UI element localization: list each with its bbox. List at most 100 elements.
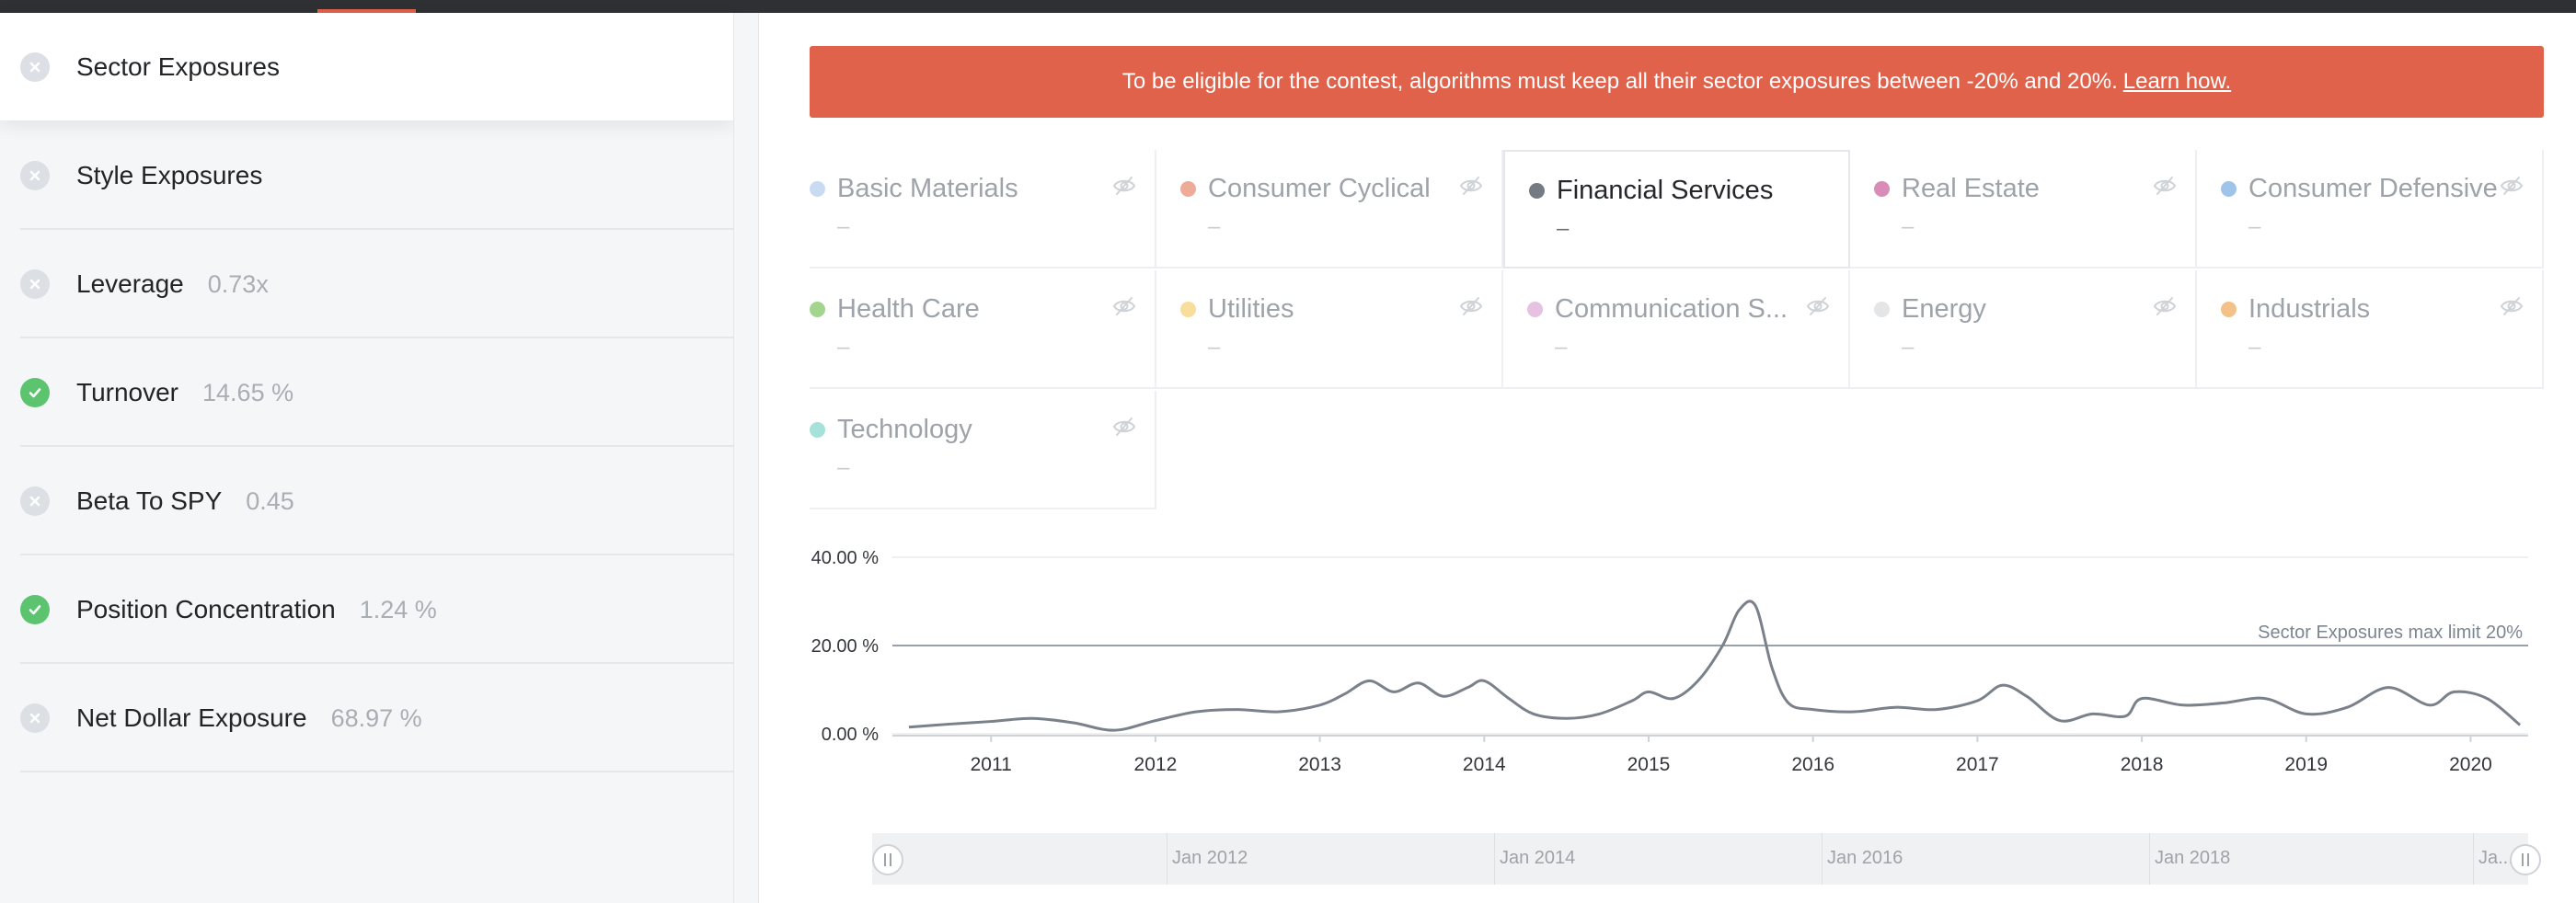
x-tick-label: 2011 [971, 754, 1012, 775]
sector-industrials[interactable]: Industrials – [2197, 270, 2544, 389]
x-tick-label: 2016 [1791, 754, 1834, 775]
scrubber-label: Ja... [2478, 848, 2513, 868]
check-circle-icon [20, 595, 50, 624]
sector-color-dot [1180, 302, 1196, 317]
sector-color-dot [1874, 302, 1890, 317]
eye-off-icon[interactable] [1459, 176, 1483, 196]
date-range-scrubber[interactable]: Jan 2012 Jan 2014 Jan 2016 Jan 2018 Ja... [872, 833, 2541, 885]
sector-value: – [2248, 214, 2261, 239]
sector-name: Industrials [2248, 294, 2371, 324]
sector-name: Energy [1902, 294, 1986, 324]
sidebar-item-position-concentration[interactable]: Position Concentration 1.24 % [0, 555, 733, 664]
sector-color-dot [810, 422, 825, 438]
sidebar-item-value: 1.24 % [359, 596, 437, 623]
scrubber-label: Jan 2014 [1500, 848, 1576, 868]
scrubber-label: Jan 2018 [2155, 848, 2231, 868]
y-tick-label: 40.00 % [811, 548, 880, 568]
check-circle-icon [20, 378, 50, 407]
sector-health-care[interactable]: Health Care – [810, 270, 1156, 389]
sector-color-dot [2221, 302, 2237, 317]
sidebar-item-style-exposures[interactable]: Style Exposures [0, 121, 733, 230]
y-tick-label: 20.00 % [811, 636, 880, 657]
sector-name: Technology [837, 415, 972, 444]
x-circle-icon [20, 703, 50, 733]
sector-name: Utilities [1208, 294, 1294, 324]
sector-consumer-cyclical[interactable]: Consumer Cyclical – [1156, 150, 1503, 269]
sector-financial-services[interactable]: Financial Services – [1503, 150, 1850, 269]
scrubber-tick [2149, 833, 2150, 885]
eye-off-icon[interactable] [1112, 296, 1136, 316]
max-limit-label: Sector Exposures max limit 20% [2258, 623, 2523, 643]
sector-name: Real Estate [1902, 174, 2040, 203]
sidebar-item-leverage[interactable]: Leverage 0.73x [0, 230, 733, 338]
y-tick-label: 0.00 % [822, 725, 879, 745]
sidebar-item-value: 68.97 % [330, 704, 422, 732]
panel-divider[interactable] [733, 13, 759, 903]
sector-name: Consumer Cyclical [1208, 174, 1431, 203]
sector-name: Consumer Defensive [2248, 174, 2498, 203]
scrubber-left-handle[interactable] [872, 844, 903, 875]
sidebar-item-label: Position Concentration [76, 595, 336, 623]
sector-technology[interactable]: Technology – [810, 391, 1156, 509]
sector-energy[interactable]: Energy – [1850, 270, 2197, 389]
scrubber-label: Jan 2012 [1172, 848, 1248, 868]
sector-basic-materials[interactable]: Basic Materials – [810, 150, 1156, 269]
learn-how-link[interactable]: Learn how. [2122, 69, 2232, 94]
sector-value: – [1555, 335, 1568, 360]
sector-name: Health Care [837, 294, 980, 324]
sector-value: – [1902, 214, 1915, 239]
sector-value: – [1557, 216, 1570, 241]
eye-off-icon[interactable] [2500, 296, 2524, 316]
top-bar-active-indicator [317, 9, 416, 13]
eye-off-icon[interactable] [1112, 417, 1136, 437]
eye-off-icon[interactable] [1459, 296, 1483, 316]
sector-consumer-defensive[interactable]: Consumer Defensive – [2197, 150, 2544, 269]
scrubber-label: Jan 2016 [1827, 848, 1903, 868]
sidebar-item-turnover[interactable]: Turnover 14.65 % [0, 338, 733, 447]
sector-value: – [837, 455, 850, 480]
sector-exposure-chart: 0.00 % 20.00 % 40.00 % Sector Exposures max… [811, 548, 2528, 775]
sidebar-item-label: Leverage [76, 269, 184, 298]
sector-color-dot [810, 181, 825, 197]
scrubber-tick [1494, 833, 1495, 885]
sector-name: Communication S... [1555, 294, 1788, 324]
sector-color-dot [810, 302, 825, 317]
sector-communication-s[interactable]: Communication S... – [1503, 270, 1850, 389]
sidebar: Sector Exposures Style Exposures Leverage 0… [0, 13, 733, 903]
sector-name: Basic Materials [837, 174, 1018, 203]
x-circle-icon [20, 51, 50, 82]
sidebar-separator [20, 337, 733, 338]
sidebar-item-label: Style Exposures [76, 161, 263, 189]
x-tick-label: 2013 [1298, 754, 1341, 775]
sidebar-item-value: 0.73x [207, 270, 269, 298]
sector-color-dot [2221, 181, 2237, 197]
sector-value: – [1208, 335, 1221, 360]
sector-value: – [837, 214, 850, 239]
top-bar [0, 0, 2576, 13]
eye-off-icon[interactable] [2153, 176, 2177, 196]
series-line-financial-services [908, 600, 2522, 732]
x-circle-icon [20, 161, 50, 190]
sector-color-dot [1180, 181, 1196, 197]
sector-value: – [2248, 335, 2261, 360]
sidebar-item-sector-exposures[interactable]: Sector Exposures [0, 13, 733, 120]
sidebar-separator [20, 445, 733, 447]
eye-off-icon[interactable] [2500, 176, 2524, 196]
x-tick-label: 2018 [2121, 754, 2164, 775]
eye-off-icon[interactable] [1112, 176, 1136, 196]
sector-real-estate[interactable]: Real Estate – [1850, 150, 2197, 269]
x-tick-label: 2012 [1134, 754, 1178, 775]
x-tick-label: 2020 [2449, 754, 2492, 775]
sector-value: – [1208, 214, 1221, 239]
scrubber-right-handle[interactable] [2510, 844, 2541, 875]
sidebar-item-net-dollar-exposure[interactable]: Net Dollar Exposure 68.97 % [0, 664, 733, 772]
sidebar-item-beta-to-spy[interactable]: Beta To SPY 0.45 [0, 447, 733, 555]
sector-utilities[interactable]: Utilities – [1156, 270, 1503, 389]
sector-legend-grid: Basic Materials – Consumer Cyclical – Financ… [810, 150, 2544, 509]
eye-off-icon[interactable] [1806, 296, 1830, 316]
sidebar-item-label: Sector Exposures [76, 51, 280, 81]
contest-eligibility-banner: To be eligible for the contest, algorith… [810, 46, 2544, 118]
sidebar-item-label: Net Dollar Exposure [76, 703, 307, 732]
sidebar-item-value: 0.45 [246, 487, 294, 515]
eye-off-icon[interactable] [2153, 296, 2177, 316]
